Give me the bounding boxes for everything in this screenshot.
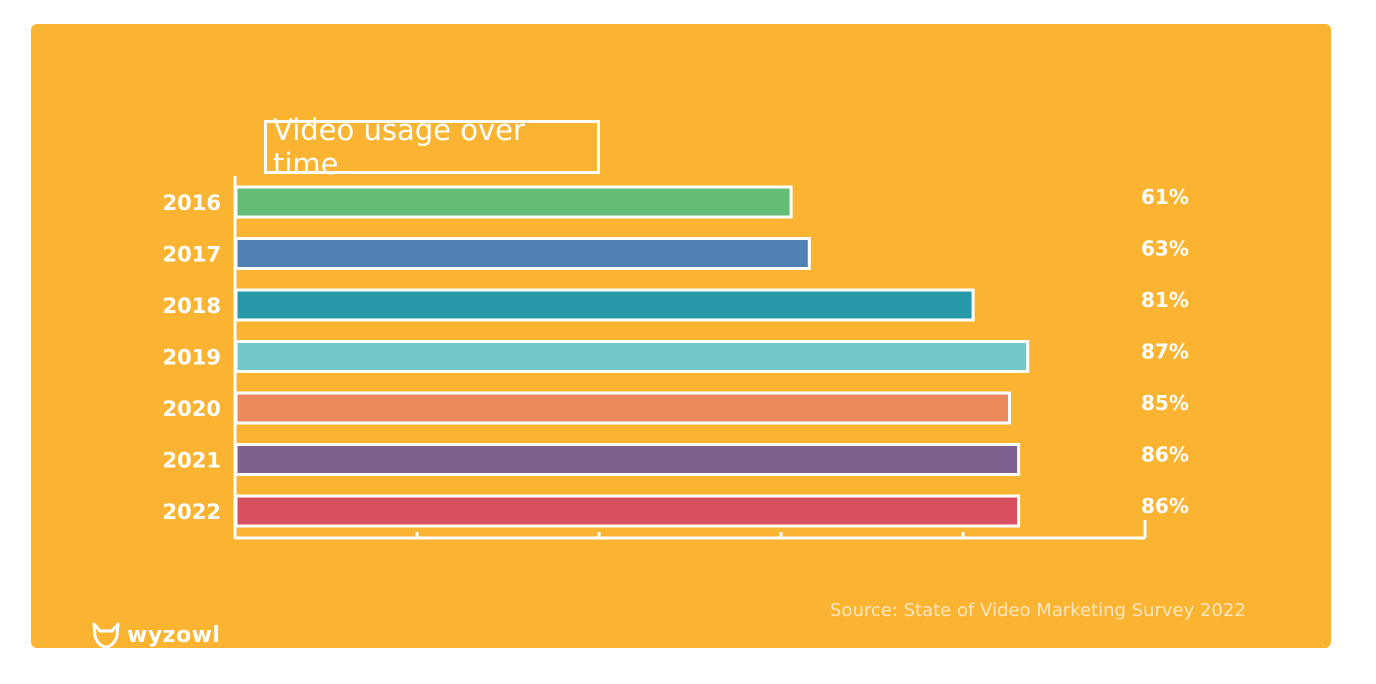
value-label-2020: 85% xyxy=(1141,391,1189,415)
bar-2016 xyxy=(234,185,793,219)
category-label-2022: 2022 xyxy=(163,500,221,524)
bar-chart: 2016 61% 2017 63% 2018 81% 2019 87% 2020 85% 2021 8… xyxy=(163,176,1189,540)
value-label-2018: 81% xyxy=(1141,288,1189,312)
category-label-2016: 2016 xyxy=(163,191,221,215)
bar-2017 xyxy=(234,237,811,270)
category-label-2018: 2018 xyxy=(163,294,221,318)
chart-title-text: Video usage over time xyxy=(273,113,525,181)
value-label-2021: 86% xyxy=(1141,443,1189,467)
bar-2022 xyxy=(234,494,1021,528)
brand-logo: wyzowl xyxy=(91,618,220,648)
bar-2020 xyxy=(234,391,1011,425)
category-label-2020: 2020 xyxy=(163,397,221,421)
bar-2019 xyxy=(234,340,1030,373)
brand-name: wyzowl xyxy=(127,622,221,648)
value-label-2016: 61% xyxy=(1141,185,1189,209)
category-label-2021: 2021 xyxy=(163,449,221,473)
chart-title: Video usage over time xyxy=(264,113,600,181)
bar-2021 xyxy=(234,443,1021,476)
value-label-2017: 63% xyxy=(1141,237,1189,261)
value-label-2022: 86% xyxy=(1141,494,1189,518)
chart-card: 2016 61% 2017 63% 2018 81% 2019 87% 2020 85% 2021 8… xyxy=(31,24,1331,648)
bar-2018 xyxy=(234,288,975,322)
value-label-2019: 87% xyxy=(1141,340,1189,364)
category-label-2019: 2019 xyxy=(163,346,221,370)
fox-icon xyxy=(92,622,120,648)
source-note: Source: State of Video Marketing Survey … xyxy=(830,600,1246,621)
category-label-2017: 2017 xyxy=(163,243,221,267)
